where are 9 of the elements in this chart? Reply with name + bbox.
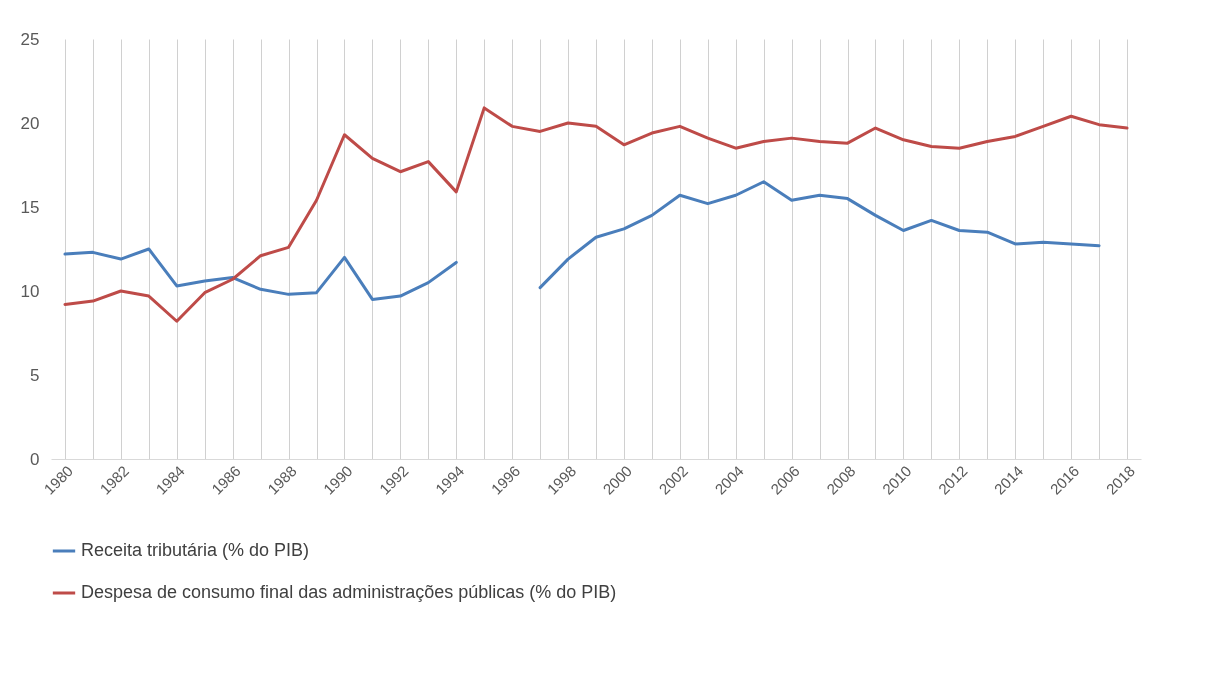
y-tick-label: 5	[30, 365, 40, 385]
y-tick-label: 0	[30, 449, 40, 469]
line-series	[63, 106, 1129, 323]
legend-label: Receita tributária (% do PIB)	[81, 540, 310, 560]
y-tick-label: 10	[20, 281, 40, 301]
y-tick-label: 15	[20, 197, 40, 217]
y-tick-label: 25	[20, 29, 40, 49]
legend-label: Despesa de consumo final das administrações públicas (% do PIB)	[81, 582, 617, 602]
y-tick-label: 20	[20, 113, 40, 133]
